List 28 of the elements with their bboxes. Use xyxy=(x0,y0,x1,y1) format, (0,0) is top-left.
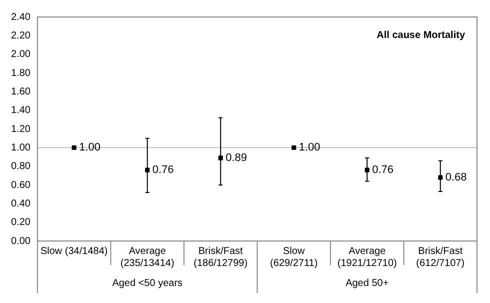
y-tick-label: 0.80 xyxy=(10,161,31,172)
y-tick-label: 1.20 xyxy=(10,124,31,135)
x-tick-label: Brisk/Fast (612/7107) xyxy=(416,246,465,269)
data-label: 1.00 xyxy=(298,142,320,154)
data-label: 1.00 xyxy=(79,142,101,154)
text: Aged 50+ xyxy=(346,278,389,289)
y-tick-label: 0.60 xyxy=(10,180,31,191)
y-tick-label: 1.80 xyxy=(10,68,31,79)
y-tick-label: 1.00 xyxy=(10,142,31,154)
y-tick-label: 0.00 xyxy=(10,236,31,247)
x-tick-label: Average (1921/12710) xyxy=(337,246,397,269)
y-tick-label: 0.20 xyxy=(10,217,31,228)
data-label: 0.76 xyxy=(372,164,394,176)
x-tick-label: Brisk/Fast (186/12799) xyxy=(194,246,248,269)
y-tick-label: 1.60 xyxy=(10,86,31,98)
data-label: 0.89 xyxy=(226,152,248,164)
text: All cause Mortality xyxy=(376,30,466,41)
data-label: 0.68 xyxy=(445,172,467,184)
x-tick-label: Average (235/13414) xyxy=(120,246,174,269)
x-tick-label: Slow (34/1484) xyxy=(40,246,108,257)
text: Aged <50 years xyxy=(112,278,183,289)
y-tick-label: 1.40 xyxy=(10,105,31,116)
y-tick-label: 2.20 xyxy=(10,30,31,42)
data-label: 0.76 xyxy=(152,164,174,176)
y-tick-label: 2.40 xyxy=(10,12,31,23)
y-tick-label: 0.40 xyxy=(10,198,31,210)
y-tick-label: 2.00 xyxy=(10,49,31,60)
x-tick-label: Slow (629/2711) xyxy=(270,246,318,269)
